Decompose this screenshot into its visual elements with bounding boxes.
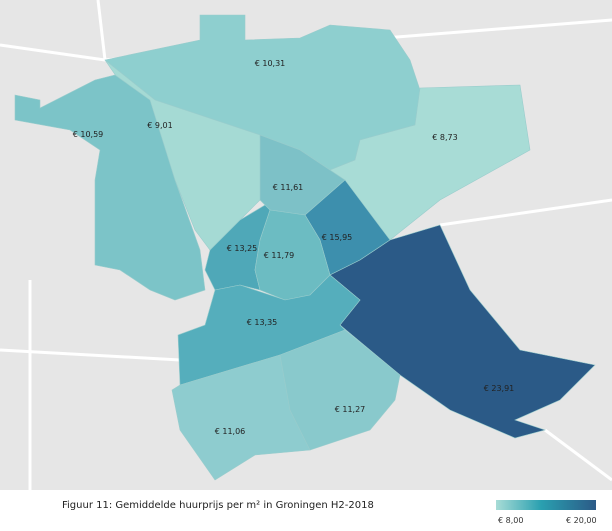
region-label: € 10,31	[255, 59, 286, 68]
map: € 10,31 € 8,73 € 9,01 € 10,59 € 11,61 € 15,95…	[0, 0, 612, 490]
region-label: € 11,27	[335, 405, 366, 414]
region[interactable]	[14, 74, 206, 301]
region-label: € 23,91	[484, 384, 515, 393]
region-label: € 13,25	[227, 244, 258, 253]
legend-min: € 8,00	[498, 516, 524, 525]
regions: € 10,31 € 8,73 € 9,01 € 10,59 € 11,61 € 15,95…	[14, 14, 596, 481]
region-label: € 13,35	[247, 318, 278, 327]
region-label: € 10,59	[73, 130, 104, 139]
region[interactable]	[177, 274, 361, 386]
region-label: € 11,06	[215, 427, 246, 436]
region-label: € 8,73	[432, 133, 457, 142]
legend-max: € 20,00	[566, 516, 597, 525]
region-label: € 11,79	[264, 251, 295, 260]
road	[96, 0, 107, 61]
region-label: € 9,01	[147, 121, 172, 130]
caption: Figuur 11: Gemiddelde huurprijs per m² i…	[62, 500, 374, 511]
road	[439, 198, 612, 227]
road	[0, 348, 181, 362]
road	[544, 428, 612, 482]
legend-gradient	[496, 500, 596, 510]
region[interactable]	[279, 329, 401, 451]
region-label: € 15,95	[322, 233, 353, 242]
region-label: € 11,61	[273, 183, 304, 192]
